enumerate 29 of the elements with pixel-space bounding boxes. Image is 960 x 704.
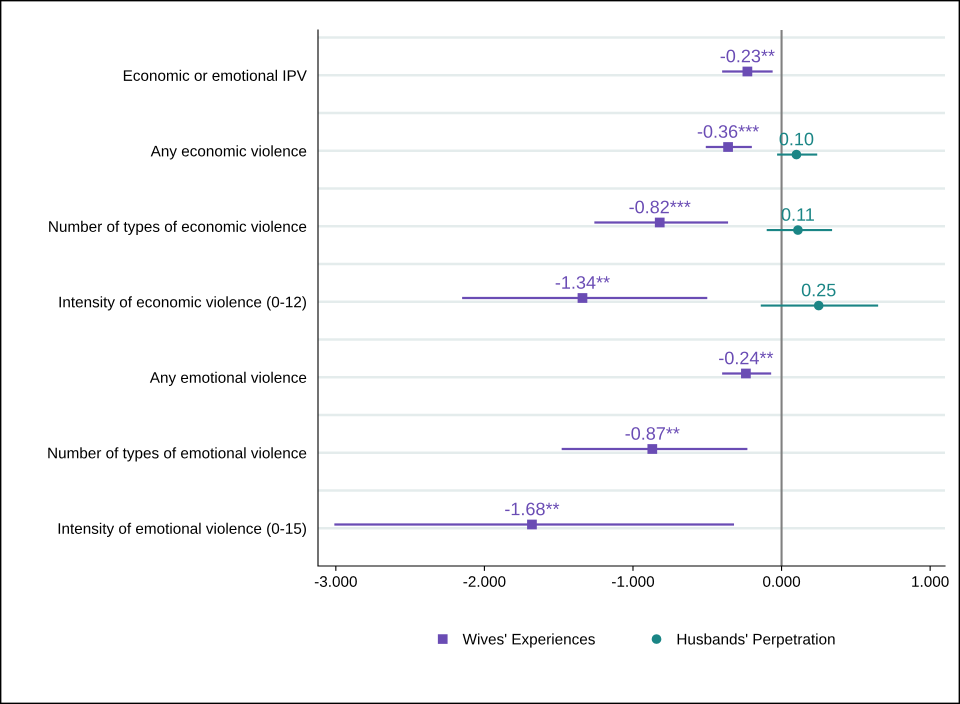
x-tick-label: 1.000 — [912, 576, 949, 587]
point — [527, 520, 537, 530]
point — [578, 293, 588, 303]
x-tick-label: 0.000 — [763, 576, 800, 587]
data-label: 0.25 — [802, 284, 836, 296]
point — [647, 444, 658, 454]
data-label: -0.24** — [719, 352, 774, 364]
y-tick-label: Intensity of emotional violence (0-15) — [58, 522, 306, 537]
x-tick-label: -2.000 — [463, 576, 506, 587]
point — [723, 142, 733, 152]
legend-label: Husbands' Perpetration — [678, 633, 835, 648]
y-tick-label: Any emotional violence — [150, 372, 306, 386]
data-label: -0.82*** — [629, 200, 691, 214]
x-tick-label: -3.000 — [314, 576, 357, 587]
data-label: -0.36*** — [698, 125, 759, 138]
y-tick-label: Intensity of economic violence (0-12) — [60, 296, 306, 310]
y-tick-label: Any economic violence — [150, 145, 306, 160]
legend-label: Wives' Experiences — [462, 633, 595, 648]
data-label: -0.23** — [720, 50, 775, 62]
x-tick-label: -1.000 — [612, 576, 654, 587]
point — [741, 368, 751, 378]
data-label: -1.34** — [556, 276, 610, 289]
y-tick-label: Economic or emotional IPV — [124, 70, 307, 81]
data-label: -0.87** — [626, 427, 680, 440]
point — [742, 66, 752, 76]
data-label: -1.68** — [505, 502, 560, 516]
point — [654, 218, 665, 228]
y-tick-label: Number of types of emotional violence — [48, 447, 306, 462]
y-tick-label: Number of types of economic violence — [49, 220, 306, 235]
